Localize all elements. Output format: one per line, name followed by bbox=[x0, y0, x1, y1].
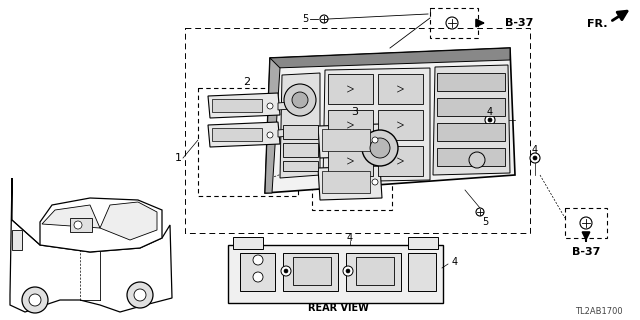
Polygon shape bbox=[318, 124, 382, 158]
Circle shape bbox=[284, 269, 288, 273]
Circle shape bbox=[253, 255, 263, 265]
Text: B-37: B-37 bbox=[572, 247, 600, 257]
Polygon shape bbox=[323, 68, 430, 182]
Circle shape bbox=[372, 137, 378, 143]
Text: FR.: FR. bbox=[586, 19, 607, 29]
Polygon shape bbox=[378, 146, 423, 176]
Circle shape bbox=[127, 282, 153, 308]
Circle shape bbox=[362, 130, 398, 166]
Polygon shape bbox=[265, 48, 515, 193]
Text: B-37: B-37 bbox=[505, 18, 533, 28]
Polygon shape bbox=[328, 74, 373, 104]
Circle shape bbox=[476, 208, 484, 216]
Text: 3: 3 bbox=[351, 107, 358, 117]
Polygon shape bbox=[10, 178, 172, 312]
Polygon shape bbox=[437, 148, 505, 166]
Polygon shape bbox=[378, 74, 423, 104]
Circle shape bbox=[469, 152, 485, 168]
Circle shape bbox=[29, 294, 41, 306]
Text: 4: 4 bbox=[347, 233, 353, 243]
Polygon shape bbox=[283, 161, 318, 171]
Polygon shape bbox=[328, 110, 373, 140]
Polygon shape bbox=[212, 128, 262, 141]
Circle shape bbox=[485, 115, 495, 125]
Polygon shape bbox=[12, 230, 22, 250]
Polygon shape bbox=[437, 123, 505, 141]
Text: 5: 5 bbox=[482, 217, 488, 227]
Polygon shape bbox=[318, 166, 382, 200]
Polygon shape bbox=[356, 257, 394, 285]
Polygon shape bbox=[408, 237, 438, 249]
Polygon shape bbox=[208, 122, 280, 147]
Circle shape bbox=[446, 17, 458, 29]
Circle shape bbox=[488, 118, 492, 122]
Polygon shape bbox=[240, 253, 275, 291]
Polygon shape bbox=[437, 98, 505, 116]
Polygon shape bbox=[100, 202, 157, 240]
Polygon shape bbox=[346, 253, 401, 291]
Circle shape bbox=[134, 289, 146, 301]
Polygon shape bbox=[233, 237, 263, 249]
Circle shape bbox=[22, 287, 48, 313]
Polygon shape bbox=[42, 205, 100, 228]
Text: 1: 1 bbox=[175, 153, 182, 163]
Circle shape bbox=[267, 103, 273, 109]
Polygon shape bbox=[322, 171, 370, 193]
Circle shape bbox=[284, 84, 316, 116]
Circle shape bbox=[74, 221, 82, 229]
Text: 2: 2 bbox=[243, 77, 251, 87]
Polygon shape bbox=[280, 73, 320, 178]
Polygon shape bbox=[433, 65, 510, 175]
Polygon shape bbox=[283, 253, 338, 291]
Polygon shape bbox=[328, 146, 373, 176]
Polygon shape bbox=[212, 99, 262, 112]
Circle shape bbox=[253, 272, 263, 282]
Polygon shape bbox=[293, 257, 331, 285]
Circle shape bbox=[372, 179, 378, 185]
Text: 5: 5 bbox=[302, 14, 308, 24]
Polygon shape bbox=[270, 48, 510, 68]
Polygon shape bbox=[265, 58, 280, 193]
Polygon shape bbox=[228, 245, 443, 303]
Circle shape bbox=[281, 266, 291, 276]
Text: 4: 4 bbox=[487, 107, 493, 117]
Circle shape bbox=[530, 153, 540, 163]
Text: TL2AB1700: TL2AB1700 bbox=[575, 308, 623, 316]
Circle shape bbox=[320, 15, 328, 23]
Polygon shape bbox=[437, 73, 505, 91]
Circle shape bbox=[370, 138, 390, 158]
Circle shape bbox=[580, 217, 592, 229]
Circle shape bbox=[267, 132, 273, 138]
Polygon shape bbox=[283, 143, 318, 157]
Circle shape bbox=[292, 92, 308, 108]
Text: REAR VIEW: REAR VIEW bbox=[308, 303, 369, 313]
Circle shape bbox=[343, 266, 353, 276]
Polygon shape bbox=[40, 198, 162, 252]
Polygon shape bbox=[70, 218, 92, 232]
Polygon shape bbox=[378, 110, 423, 140]
Polygon shape bbox=[283, 125, 318, 139]
Text: 4: 4 bbox=[532, 145, 538, 155]
Polygon shape bbox=[408, 253, 436, 291]
Text: 4: 4 bbox=[452, 257, 458, 267]
Polygon shape bbox=[208, 93, 280, 118]
Circle shape bbox=[346, 269, 350, 273]
Circle shape bbox=[533, 156, 537, 160]
Polygon shape bbox=[322, 129, 370, 151]
Polygon shape bbox=[278, 102, 290, 110]
Polygon shape bbox=[278, 129, 290, 137]
